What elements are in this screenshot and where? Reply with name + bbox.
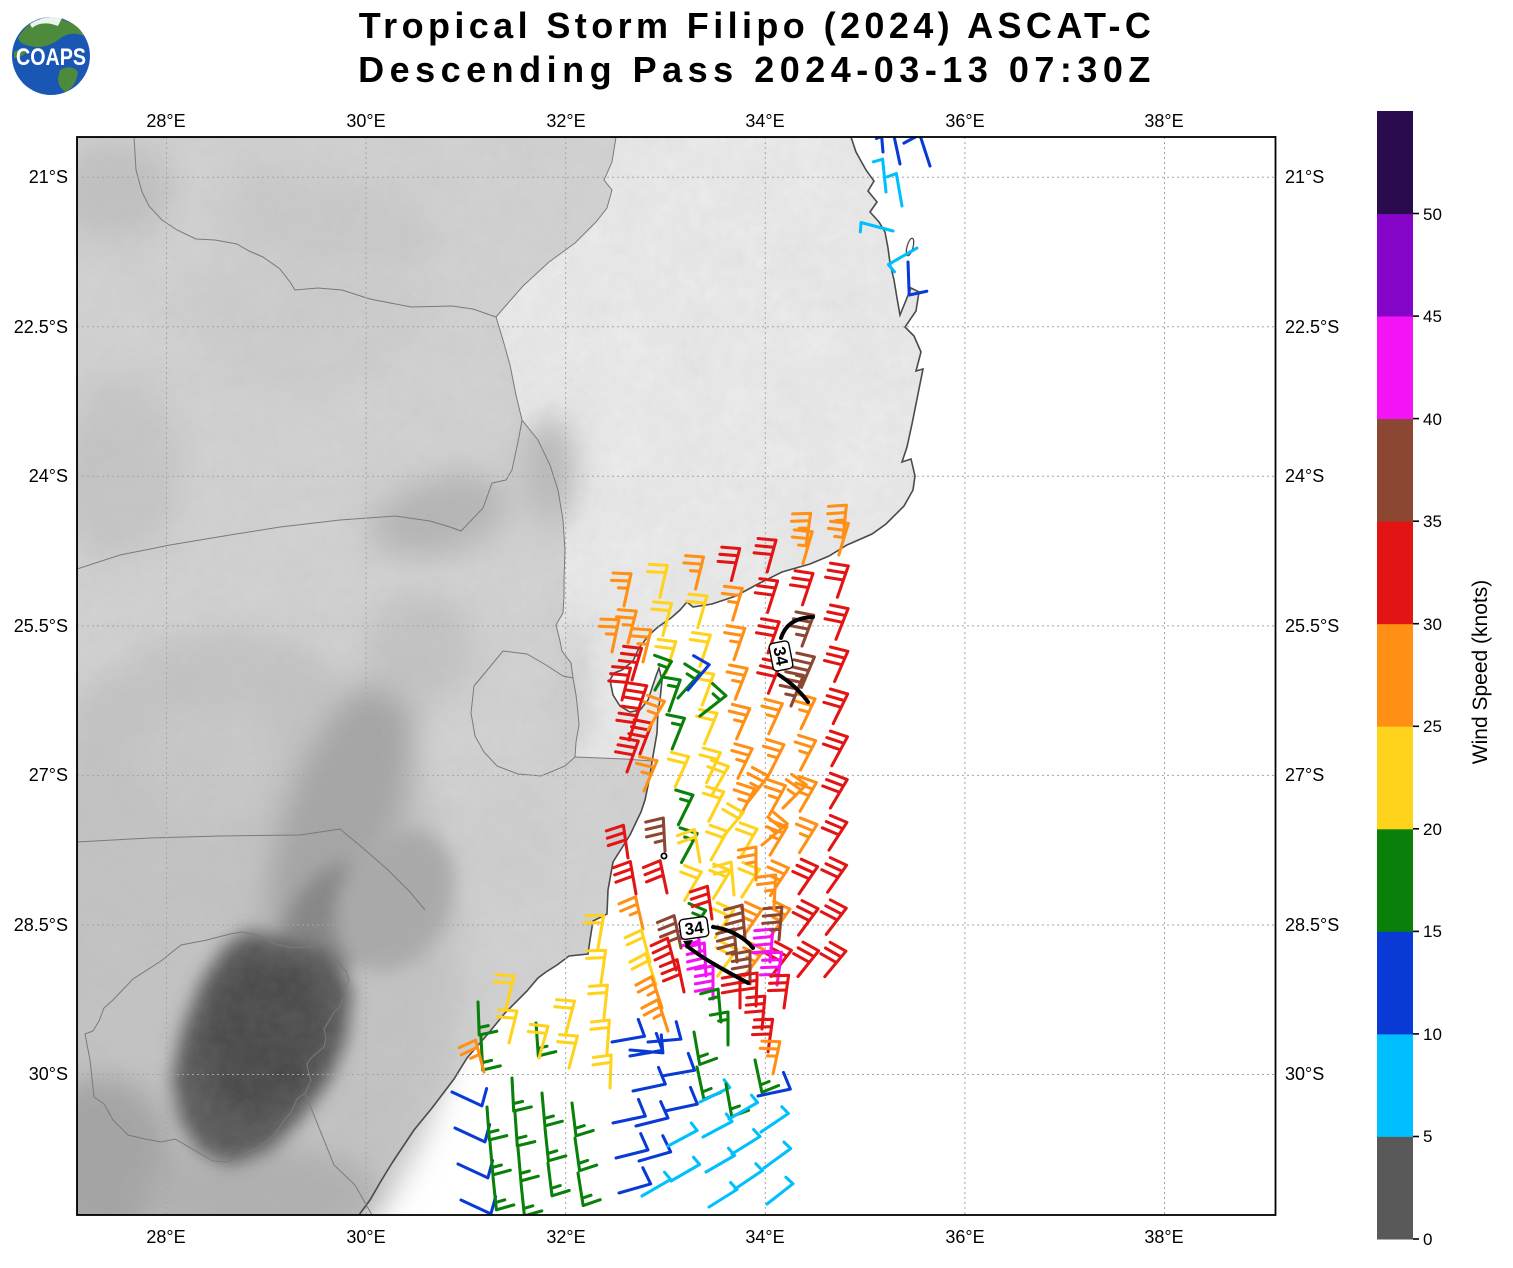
svg-text:21°S: 21°S bbox=[29, 167, 68, 187]
svg-text:38°E: 38°E bbox=[1144, 1227, 1183, 1247]
svg-text:5: 5 bbox=[1423, 1127, 1432, 1146]
svg-text:COAPS: COAPS bbox=[16, 44, 86, 71]
svg-text:34: 34 bbox=[683, 918, 705, 940]
svg-text:25.5°S: 25.5°S bbox=[1285, 616, 1339, 636]
svg-text:22.5°S: 22.5°S bbox=[1285, 317, 1339, 337]
svg-text:32°E: 32°E bbox=[546, 111, 585, 131]
svg-text:30: 30 bbox=[1423, 615, 1442, 634]
svg-text:21°S: 21°S bbox=[1285, 167, 1324, 187]
svg-text:Tropical Storm Filipo (2024) A: Tropical Storm Filipo (2024) ASCAT-C bbox=[359, 5, 1156, 46]
svg-text:38°E: 38°E bbox=[1144, 111, 1183, 131]
svg-text:20: 20 bbox=[1423, 820, 1442, 839]
svg-text:10: 10 bbox=[1423, 1025, 1442, 1044]
svg-text:25.5°S: 25.5°S bbox=[14, 616, 68, 636]
svg-text:27°S: 27°S bbox=[1285, 765, 1324, 785]
svg-text:15: 15 bbox=[1423, 922, 1442, 941]
svg-text:30°E: 30°E bbox=[346, 1227, 385, 1247]
svg-text:32°E: 32°E bbox=[546, 1227, 585, 1247]
svg-text:22.5°S: 22.5°S bbox=[14, 317, 68, 337]
svg-text:50: 50 bbox=[1423, 205, 1442, 224]
svg-text:24°S: 24°S bbox=[1285, 466, 1324, 486]
svg-text:36°E: 36°E bbox=[945, 1227, 984, 1247]
svg-text:28°E: 28°E bbox=[146, 111, 185, 131]
svg-text:34°E: 34°E bbox=[745, 1227, 784, 1247]
svg-text:30°S: 30°S bbox=[29, 1064, 68, 1084]
svg-text:24°S: 24°S bbox=[29, 466, 68, 486]
svg-text:25: 25 bbox=[1423, 717, 1442, 736]
svg-text:28°E: 28°E bbox=[146, 1227, 185, 1247]
svg-text:45: 45 bbox=[1423, 307, 1442, 326]
svg-text:34: 34 bbox=[769, 645, 791, 668]
svg-text:40: 40 bbox=[1423, 410, 1442, 429]
svg-text:0: 0 bbox=[1423, 1230, 1432, 1249]
svg-text:27°S: 27°S bbox=[29, 765, 68, 785]
svg-text:35: 35 bbox=[1423, 512, 1442, 531]
svg-text:36°E: 36°E bbox=[945, 111, 984, 131]
svg-text:28.5°S: 28.5°S bbox=[1285, 915, 1339, 935]
svg-text:28.5°S: 28.5°S bbox=[14, 915, 68, 935]
svg-text:Wind Speed (knots): Wind Speed (knots) bbox=[1469, 580, 1492, 764]
svg-text:34°E: 34°E bbox=[745, 111, 784, 131]
svg-text:Descending Pass 2024-03-13 07:: Descending Pass 2024-03-13 07:30Z bbox=[358, 49, 1156, 90]
svg-text:30°S: 30°S bbox=[1285, 1064, 1324, 1084]
svg-text:30°E: 30°E bbox=[346, 111, 385, 131]
